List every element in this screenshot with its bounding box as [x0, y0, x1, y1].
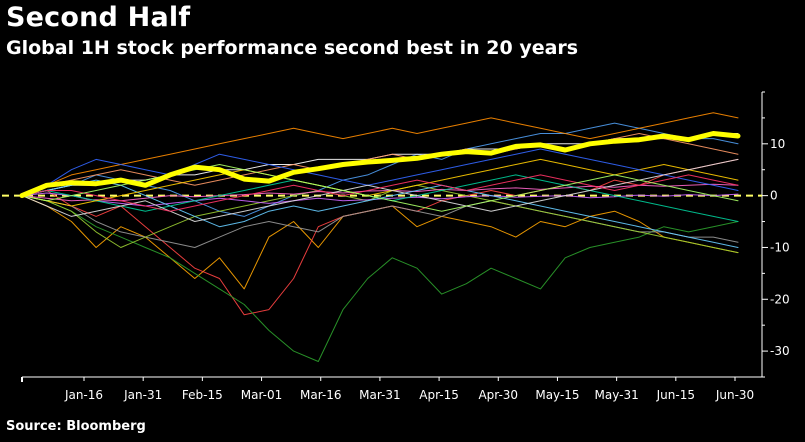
series-line [21, 112, 739, 197]
chart-title: Second Half [6, 2, 191, 33]
series-line [21, 133, 739, 197]
series-line [21, 148, 739, 197]
y-tick-label: 0 [770, 189, 778, 203]
series-line [21, 158, 739, 207]
x-tick-label: May-15 [535, 388, 579, 402]
y-tick-label: -20 [770, 292, 790, 306]
x-tick-label: Mar-16 [300, 388, 341, 402]
x-tick-label: Apr-30 [478, 388, 518, 402]
x-tick-label: Apr-15 [419, 388, 459, 402]
x-tick-label: Mar-31 [359, 388, 400, 402]
x-tick-label: Mar-01 [241, 388, 282, 402]
y-tick-label: -10 [770, 240, 790, 254]
x-tick-label: Jan-16 [64, 388, 103, 402]
series-line [21, 174, 739, 212]
x-tick-label: Jun-15 [656, 388, 695, 402]
series-line [21, 184, 739, 254]
series-line [21, 183, 739, 202]
series-line [21, 164, 739, 212]
x-tick-label: Feb-15 [182, 388, 223, 402]
y-tick-label: 10 [770, 137, 785, 151]
series-line-highlight [19, 131, 741, 199]
source-note: Source: Bloomberg [6, 419, 146, 434]
series-line [21, 195, 739, 248]
x-tick-label: Jun-30 [715, 388, 754, 402]
series-line [21, 195, 739, 290]
chart-subtitle: Global 1H stock performance second best … [6, 37, 579, 59]
x-tick-label: Jan-31 [123, 388, 162, 402]
y-tick-label: -30 [770, 344, 790, 358]
x-tick-label: May-31 [595, 388, 639, 402]
series-line [21, 195, 739, 362]
